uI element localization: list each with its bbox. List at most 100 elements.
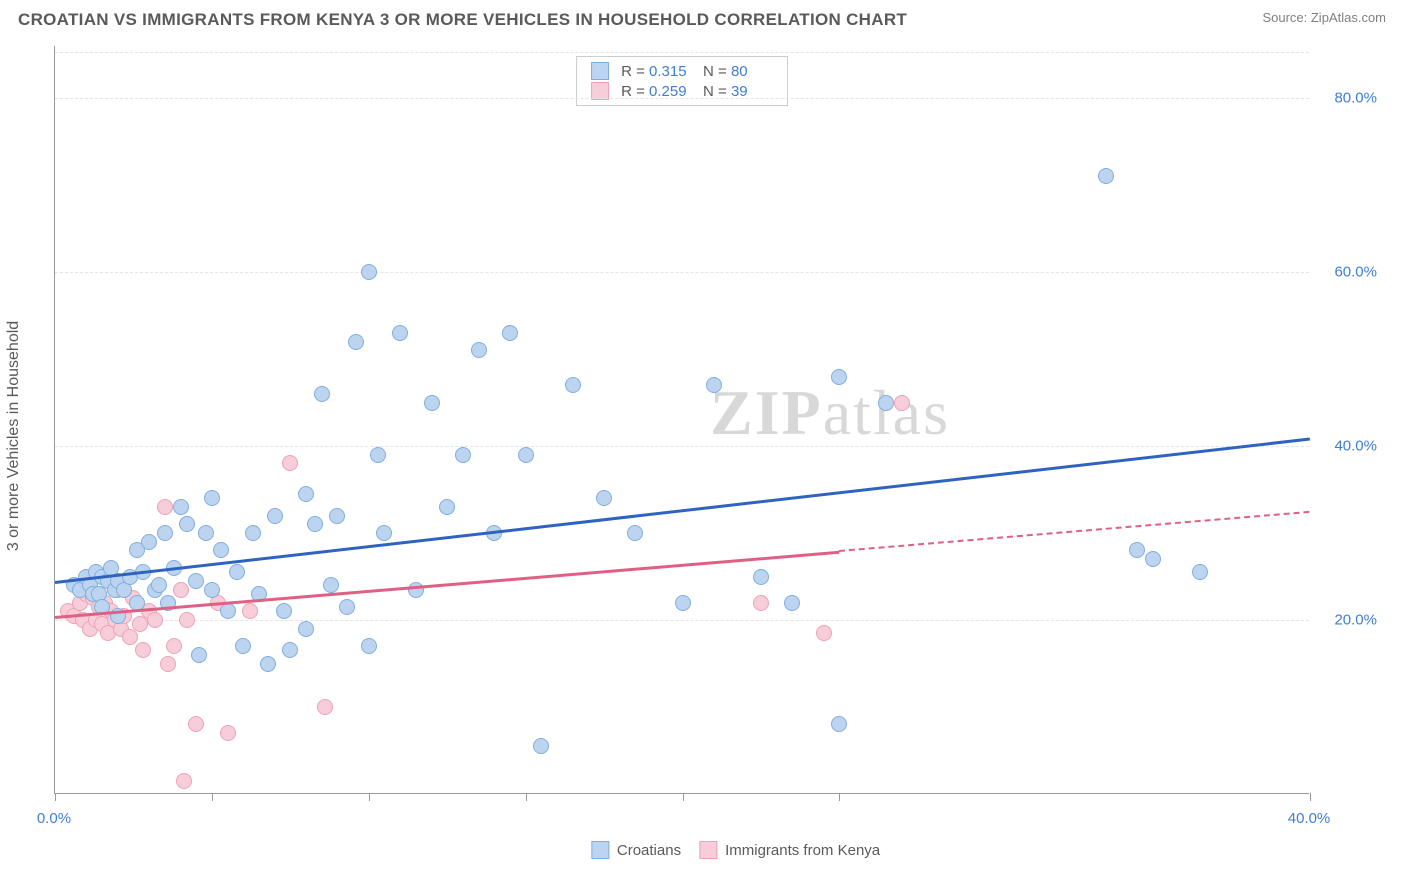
- legend-swatch: [591, 841, 609, 859]
- legend-row-croatians: R = 0.315 N = 80: [591, 61, 773, 81]
- scatter-point: [376, 525, 392, 541]
- gridline: [55, 446, 1309, 447]
- source-attribution: Source: ZipAtlas.com: [1262, 10, 1386, 25]
- scatter-point: [329, 508, 345, 524]
- legend-item: Immigrants from Kenya: [699, 841, 880, 859]
- scatter-point: [282, 455, 298, 471]
- y-tick-label: 20.0%: [1317, 612, 1377, 629]
- scatter-point: [361, 638, 377, 654]
- scatter-point: [533, 738, 549, 754]
- x-tick: [683, 793, 684, 801]
- scatter-point: [784, 595, 800, 611]
- scatter-point: [157, 499, 173, 515]
- scatter-point: [141, 534, 157, 550]
- scatter-point: [198, 525, 214, 541]
- scatter-point: [204, 582, 220, 598]
- y-tick-label: 60.0%: [1317, 264, 1377, 281]
- gridline: [55, 272, 1309, 273]
- scatter-point: [439, 499, 455, 515]
- scatter-point: [317, 699, 333, 715]
- scatter-point: [348, 334, 364, 350]
- x-tick: [55, 793, 56, 801]
- x-tick: [369, 793, 370, 801]
- scatter-point: [894, 395, 910, 411]
- scatter-point: [204, 490, 220, 506]
- scatter-point: [627, 525, 643, 541]
- scatter-point: [753, 595, 769, 611]
- scatter-point: [166, 638, 182, 654]
- scatter-point: [1192, 564, 1208, 580]
- scatter-point: [323, 577, 339, 593]
- scatter-point: [235, 638, 251, 654]
- scatter-point: [816, 625, 832, 641]
- scatter-point: [706, 377, 722, 393]
- scatter-point: [188, 573, 204, 589]
- scatter-point: [339, 599, 355, 615]
- swatch-croatians: [591, 62, 609, 80]
- scatter-point: [188, 716, 204, 732]
- x-tick-label: 0.0%: [37, 810, 71, 827]
- scatter-point: [245, 525, 261, 541]
- scatter-point: [298, 621, 314, 637]
- scatter-point: [753, 569, 769, 585]
- legend-label: Croatians: [617, 842, 681, 859]
- scatter-point: [276, 603, 292, 619]
- scatter-point: [160, 656, 176, 672]
- scatter-point: [424, 395, 440, 411]
- x-tick: [1310, 793, 1311, 801]
- scatter-point: [298, 486, 314, 502]
- scatter-point: [220, 603, 236, 619]
- gridline: [55, 620, 1309, 621]
- scatter-point: [361, 264, 377, 280]
- scatter-point: [370, 447, 386, 463]
- scatter-point: [471, 342, 487, 358]
- scatter-point: [502, 325, 518, 341]
- scatter-point: [191, 647, 207, 663]
- x-tick: [526, 793, 527, 801]
- scatter-point: [135, 642, 151, 658]
- gridline: [55, 52, 1309, 53]
- scatter-point: [518, 447, 534, 463]
- scatter-point: [831, 369, 847, 385]
- scatter-point: [157, 525, 173, 541]
- scatter-point: [675, 595, 691, 611]
- y-tick-label: 40.0%: [1317, 438, 1377, 455]
- scatter-point: [392, 325, 408, 341]
- scatter-point: [173, 499, 189, 515]
- trendline: [55, 437, 1310, 583]
- scatter-point: [179, 612, 195, 628]
- x-tick: [839, 793, 840, 801]
- scatter-point: [267, 508, 283, 524]
- legend-label: Immigrants from Kenya: [725, 842, 880, 859]
- x-tick: [212, 793, 213, 801]
- scatter-point: [831, 716, 847, 732]
- scatter-point: [173, 582, 189, 598]
- plot-area: ZIPatlas R = 0.315 N = 80 R = 0.259 N = …: [54, 46, 1309, 794]
- scatter-point: [1145, 551, 1161, 567]
- scatter-point: [1129, 542, 1145, 558]
- scatter-point: [878, 395, 894, 411]
- scatter-point: [151, 577, 167, 593]
- scatter-point: [213, 542, 229, 558]
- legend-item: Croatians: [591, 841, 681, 859]
- scatter-point: [307, 516, 323, 532]
- scatter-point: [596, 490, 612, 506]
- scatter-point: [1098, 168, 1114, 184]
- gridline: [55, 98, 1309, 99]
- scatter-point: [229, 564, 245, 580]
- scatter-point: [408, 582, 424, 598]
- scatter-point: [282, 642, 298, 658]
- scatter-point: [565, 377, 581, 393]
- trendline: [839, 511, 1310, 552]
- scatter-point: [242, 603, 258, 619]
- scatter-point: [220, 725, 236, 741]
- legend-swatch: [699, 841, 717, 859]
- scatter-point: [147, 612, 163, 628]
- y-axis-label: 3 or more Vehicles in Household: [5, 321, 23, 551]
- watermark: ZIPatlas: [710, 376, 950, 450]
- scatter-point: [179, 516, 195, 532]
- x-tick-label: 40.0%: [1288, 810, 1331, 827]
- scatter-point: [455, 447, 471, 463]
- scatter-chart: 3 or more Vehicles in Household ZIPatlas…: [54, 46, 1384, 826]
- scatter-point: [176, 773, 192, 789]
